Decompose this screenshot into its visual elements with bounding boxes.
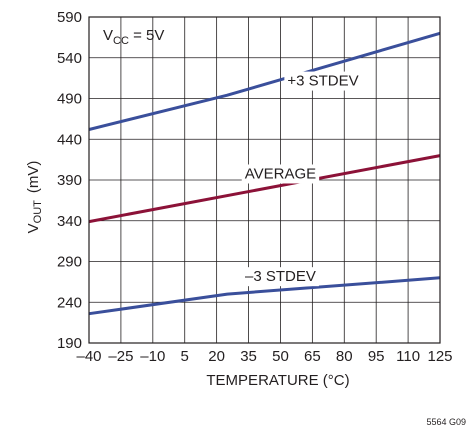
series-label-bg-1 (241, 164, 320, 184)
y-tick-label-4: 390 (57, 172, 82, 189)
x-tick-label-5: 35 (240, 348, 257, 365)
y-tick-label-6: 490 (57, 91, 82, 108)
y-tick-label-5: 440 (57, 131, 82, 148)
y-tick-label-1: 240 (57, 294, 82, 311)
x-tick-label-8: 80 (336, 348, 353, 365)
x-tick-labels: –40 –25 –10 5 20 35 50 65 80 95 110 125 (76, 348, 452, 365)
y-axis-title-unit: (mV) (25, 161, 42, 194)
x-tick-label-10: 110 (396, 348, 420, 365)
condition-label: VCC = 5V (103, 27, 164, 47)
x-tick-label-7: 65 (304, 348, 321, 365)
y-tick-label-3: 340 (57, 213, 82, 230)
condition-main: V (103, 27, 113, 44)
series-line-1 (88, 154, 441, 224)
x-tick-label-4: 20 (208, 348, 225, 365)
y-tick-labels: 190 240 290 340 390 440 490 540 590 (57, 9, 82, 352)
series-label-bg-2 (242, 267, 319, 287)
series-line-0 (88, 31, 441, 131)
x-tick-label-1: –25 (108, 348, 133, 365)
y-tick-label-2: 290 (57, 254, 82, 271)
y-axis-title: VOUT (mV) (25, 161, 44, 234)
series-label-0: +3 STDEV (287, 73, 358, 90)
condition-rest: = 5V (129, 27, 164, 44)
x-tick-label-0: –40 (76, 348, 101, 365)
y-tick-label-0: 190 (57, 335, 82, 352)
series-label-1: AVERAGE (245, 165, 316, 182)
y-axis-title-sub: OUT (32, 200, 44, 224)
series-label-2: –3 STDEV (245, 268, 316, 285)
condition-sub: CC (113, 35, 129, 47)
y-tick-label-8: 590 (57, 9, 82, 26)
x-tick-label-3: 5 (181, 348, 189, 365)
figure-code: 5564 G09 (426, 417, 466, 427)
x-tick-label-9: 95 (368, 348, 385, 365)
x-tick-label-11: 125 (427, 348, 452, 365)
series-label-bg-0 (284, 71, 362, 91)
x-tick-label-6: 50 (272, 348, 289, 365)
x-axis-title: TEMPERATURE (°C) (206, 372, 349, 389)
y-tick-label-7: 540 (57, 50, 82, 67)
series-labels: +3 STDEV AVERAGE –3 STDEV (241, 71, 362, 287)
y-axis-title-main: V (25, 223, 42, 233)
x-tick-label-2: –10 (140, 348, 165, 365)
series-line-2 (88, 276, 441, 316)
plot-frame (88, 16, 441, 344)
series-lines (88, 31, 441, 316)
